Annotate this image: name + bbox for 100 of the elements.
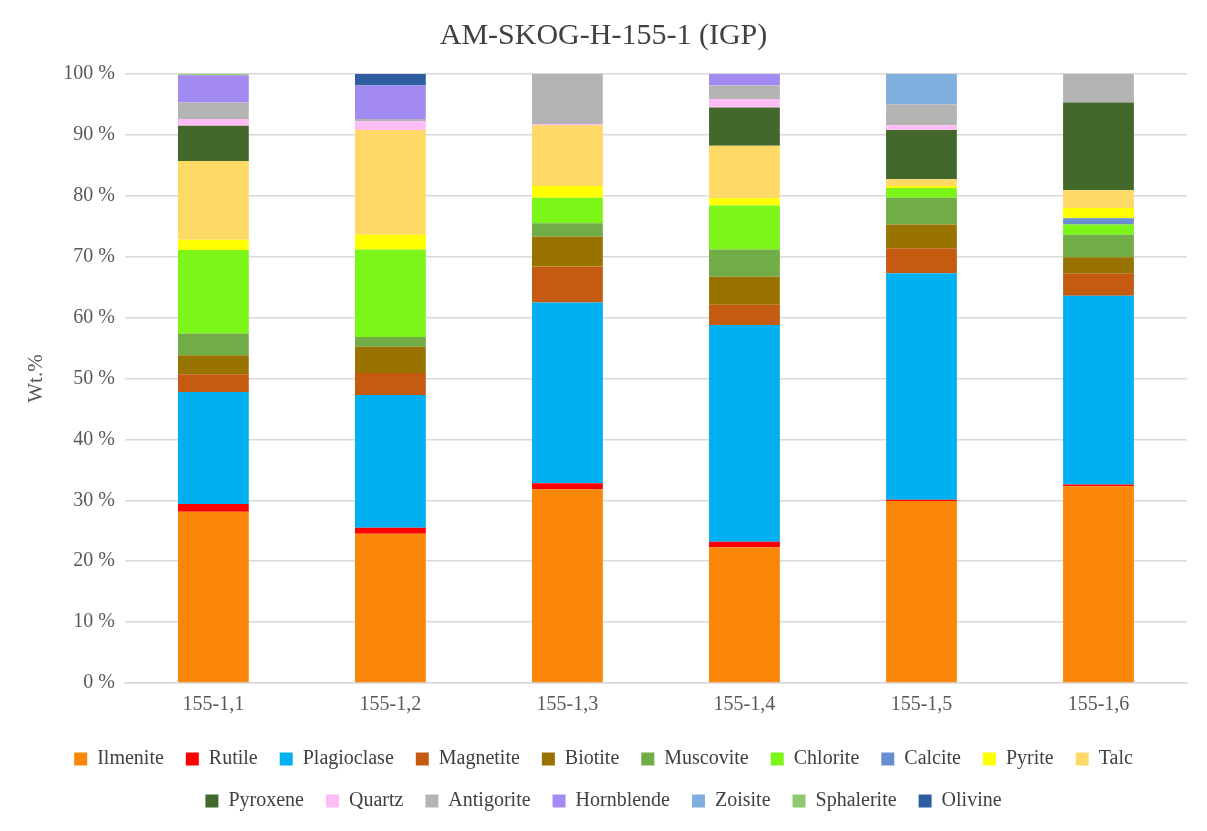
bar [886, 248, 957, 274]
bar [532, 74, 603, 124]
y-tick-label: 40 % [73, 426, 115, 449]
bar [532, 483, 603, 490]
bar [177, 250, 249, 334]
bar [1063, 273, 1134, 296]
legend-label: Ilmenite [97, 746, 164, 769]
y-tick-label: 70 % [73, 243, 115, 266]
bar [886, 179, 957, 187]
bar [177, 374, 249, 392]
y-tick-label: 10 % [73, 609, 115, 632]
legend-label: Rutile [208, 746, 258, 769]
legend-label: Muscovite [664, 746, 749, 769]
bar [886, 197, 957, 225]
y-tick-label: 20 % [73, 548, 115, 571]
bar [886, 74, 957, 105]
bar [886, 187, 957, 198]
bar [1063, 207, 1134, 219]
bar [886, 125, 957, 131]
bar [532, 186, 603, 198]
y-tick-label: 0 % [83, 670, 115, 693]
y-tick-label: 80 % [73, 183, 115, 206]
bar [1063, 234, 1134, 258]
bar [177, 161, 249, 240]
bar [177, 125, 249, 162]
bar [177, 391, 249, 504]
legend-label: Pyrite [1005, 746, 1054, 770]
y-tick-label: 90 % [73, 122, 115, 145]
bar [709, 304, 780, 325]
bar [1063, 218, 1134, 225]
y-tick-label: 30 % [73, 487, 115, 510]
bar [886, 500, 957, 683]
bar [709, 74, 780, 86]
bar [177, 333, 249, 356]
bar [709, 98, 780, 108]
bar [532, 266, 603, 303]
bar [354, 249, 426, 338]
bar [709, 145, 780, 199]
legend-label: Hornblende [575, 788, 671, 811]
y-tick-label: 60 % [73, 304, 115, 327]
bar [709, 249, 780, 277]
bar [532, 302, 603, 484]
bar [709, 547, 780, 683]
x-tick-label: 155-1,3 [536, 692, 599, 715]
bar [532, 197, 603, 224]
bar [354, 394, 426, 528]
y-axis-title: Wt.% [23, 354, 48, 403]
legend-label: Magnetite [438, 746, 520, 770]
bar [177, 102, 249, 120]
bar [354, 130, 426, 235]
bar [354, 337, 426, 347]
chart-title: AM-SKOG-H-155-1 (IGP) [439, 16, 768, 51]
bar [177, 503, 249, 512]
x-tick-label: 155-1,6 [1067, 692, 1130, 715]
bar [709, 107, 780, 146]
bar [532, 489, 603, 683]
x-tick-label: 155-1,2 [359, 692, 422, 715]
legend-label: Olivine [941, 788, 1002, 811]
bar [177, 75, 249, 103]
bar [1063, 74, 1134, 103]
bar [354, 120, 426, 131]
legend-label: Calcite [904, 746, 962, 769]
legend-label: Zoisite [714, 788, 771, 811]
bar [1063, 190, 1134, 208]
bar [354, 533, 426, 683]
bar [354, 527, 426, 534]
bar [354, 74, 426, 86]
bar [1063, 102, 1134, 191]
legend-label: Chlorite [793, 746, 860, 769]
y-tick-label: 50 % [73, 365, 115, 388]
bar [354, 85, 426, 120]
legend-label: Plagioclase [302, 746, 394, 770]
bar [532, 223, 603, 237]
bar [1063, 295, 1134, 485]
bar [709, 198, 780, 206]
legend-label: Sphalerite [815, 788, 897, 812]
bar [709, 324, 780, 542]
bar [354, 234, 426, 250]
bar [886, 130, 957, 180]
bar [1063, 486, 1134, 683]
bar [1063, 224, 1134, 235]
bar [177, 355, 249, 375]
legend-label: Pyroxene [228, 788, 305, 812]
y-tick-label: 100 % [63, 61, 115, 84]
legend-label: Biotite [564, 746, 620, 769]
legend-label: Talc [1098, 746, 1133, 769]
bar [709, 85, 780, 99]
bar [354, 346, 426, 374]
bar [1063, 257, 1134, 274]
bar [886, 224, 957, 249]
bar [177, 119, 249, 126]
bar [886, 273, 957, 500]
bar [177, 239, 249, 250]
legend-label: Quartz [348, 788, 404, 811]
bar [709, 205, 780, 250]
bar [709, 541, 780, 548]
bar [177, 511, 249, 683]
bar [532, 236, 603, 267]
x-tick-label: 155-1,5 [890, 692, 953, 715]
legend-label: Antigorite [448, 788, 531, 812]
